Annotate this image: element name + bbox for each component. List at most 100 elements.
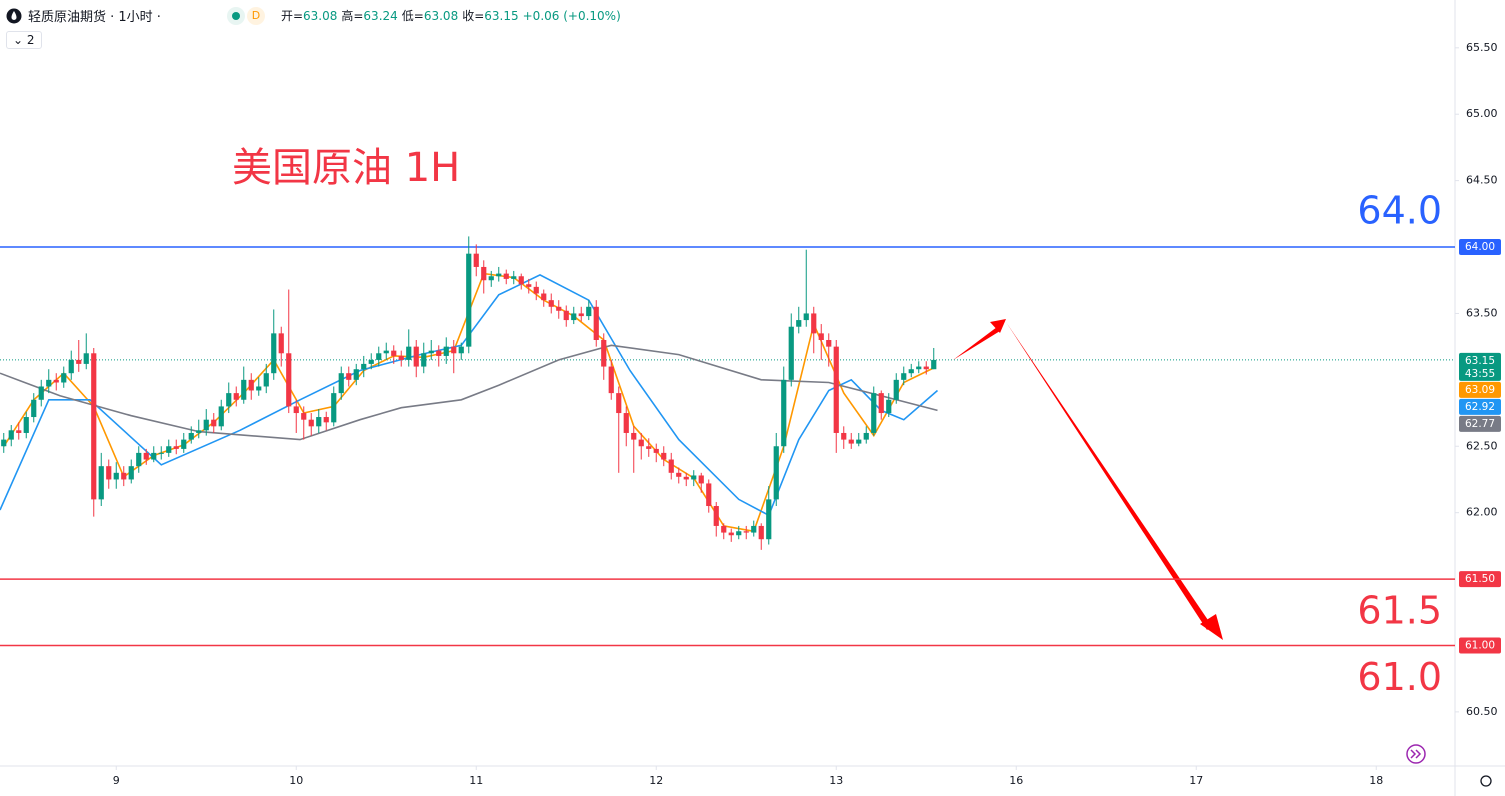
candle-body — [481, 266, 487, 281]
y-tick-label: 62.50 — [1466, 439, 1498, 452]
candle-body — [803, 313, 809, 321]
candle-body — [68, 359, 74, 374]
candle-body — [203, 419, 209, 431]
price-change: +0.06 (+0.10%) — [522, 8, 621, 23]
candle-body — [661, 452, 667, 460]
candle-body — [241, 379, 247, 400]
candle-body — [293, 406, 299, 414]
arrow-up-shaft — [953, 327, 1000, 360]
candle-body — [113, 472, 119, 480]
indicators-toggle[interactable]: ⌄ 2 — [6, 31, 42, 49]
candle-body — [833, 346, 839, 433]
ma-price-box — [1459, 415, 1501, 432]
candle-body — [931, 359, 937, 370]
x-tick-label: 11 — [469, 774, 483, 787]
ma-price-box — [1459, 381, 1501, 398]
candle-body — [143, 452, 149, 460]
candle-body — [826, 340, 832, 347]
candle-body — [878, 393, 884, 414]
candle-body — [1, 439, 7, 447]
candle-body — [751, 525, 757, 533]
candle-body — [121, 472, 127, 480]
ohlc-label: 收= — [462, 9, 485, 23]
plot-area — [0, 236, 1455, 647]
candle-body — [766, 499, 772, 540]
candle-body — [721, 525, 727, 533]
candle-body — [16, 430, 22, 433]
candle-body — [271, 333, 277, 374]
candle-body — [406, 346, 412, 360]
candle-body — [668, 459, 674, 473]
countdown-label: 43:55 — [1465, 368, 1495, 380]
candle-body — [923, 366, 929, 370]
candle-body — [173, 446, 179, 449]
arrow-up-head — [990, 319, 1006, 333]
candle-body — [916, 366, 922, 370]
candle-body — [451, 346, 457, 354]
ohlc-label: 高= — [341, 9, 364, 23]
candle-body — [188, 432, 194, 440]
settings-icon[interactable] — [1480, 775, 1492, 787]
candle-body — [353, 369, 359, 380]
candle-body — [848, 439, 854, 444]
candle-body — [391, 350, 397, 356]
candle-body — [421, 353, 427, 367]
x-tick-label: 9 — [113, 774, 120, 787]
ohlc-value: 63.24 — [363, 9, 398, 23]
y-tick-label: 65.00 — [1466, 107, 1498, 120]
symbol-icon — [6, 8, 22, 23]
indicator-count: 2 — [26, 33, 35, 47]
candle-body — [286, 353, 292, 407]
candle-body — [578, 313, 584, 317]
candle-body — [428, 350, 434, 354]
level-annotation: 61.5 — [1357, 589, 1442, 633]
x-tick-label: 17 — [1189, 774, 1203, 787]
chart-title: 美国原油 1H — [232, 145, 460, 191]
candle-body — [503, 273, 509, 279]
candle-body — [181, 439, 187, 449]
candle-body — [91, 353, 97, 500]
candle-body — [31, 399, 37, 418]
scroll-icon[interactable] — [1406, 744, 1426, 764]
candle-body — [541, 293, 547, 301]
candle-body — [338, 373, 344, 394]
candle-body — [413, 346, 419, 367]
candle-body — [593, 306, 599, 340]
x-tick-label: 13 — [829, 774, 843, 787]
candle-body — [226, 393, 232, 407]
candle-body — [856, 439, 862, 444]
candle-body — [781, 379, 787, 447]
candle-body — [128, 466, 134, 480]
level-annotation: 61.0 — [1357, 655, 1442, 699]
candle-body — [601, 340, 607, 367]
candle-body — [496, 273, 502, 277]
ma-price-box — [1459, 398, 1501, 415]
scroll-icon-glyph — [1410, 749, 1422, 759]
candle-body — [151, 452, 157, 460]
candle-body — [638, 439, 644, 447]
candle-body — [758, 525, 764, 540]
ohlc-label: 开= — [280, 9, 303, 23]
candle-body — [166, 446, 172, 453]
candle-body — [346, 373, 352, 380]
candle-body — [796, 320, 802, 327]
candle-body — [436, 350, 442, 356]
candle-body — [473, 253, 479, 267]
candle-body — [893, 379, 899, 400]
ma-price-label: 62.77 — [1465, 418, 1495, 430]
candle-body — [533, 286, 539, 294]
candle-body — [743, 531, 749, 533]
y-tick-label: 63.50 — [1466, 306, 1498, 319]
candle-body — [361, 363, 367, 370]
candle-body — [83, 353, 89, 364]
candle-body — [586, 306, 592, 317]
level-price-box — [1459, 239, 1501, 256]
candle-body — [248, 379, 254, 391]
candle-body — [818, 333, 824, 340]
last-price-label: 63.15 — [1465, 355, 1495, 367]
candle-body — [136, 452, 142, 467]
candle-body — [8, 430, 14, 440]
candle-body — [646, 446, 652, 449]
y-tick-label: 60.50 — [1466, 705, 1498, 718]
